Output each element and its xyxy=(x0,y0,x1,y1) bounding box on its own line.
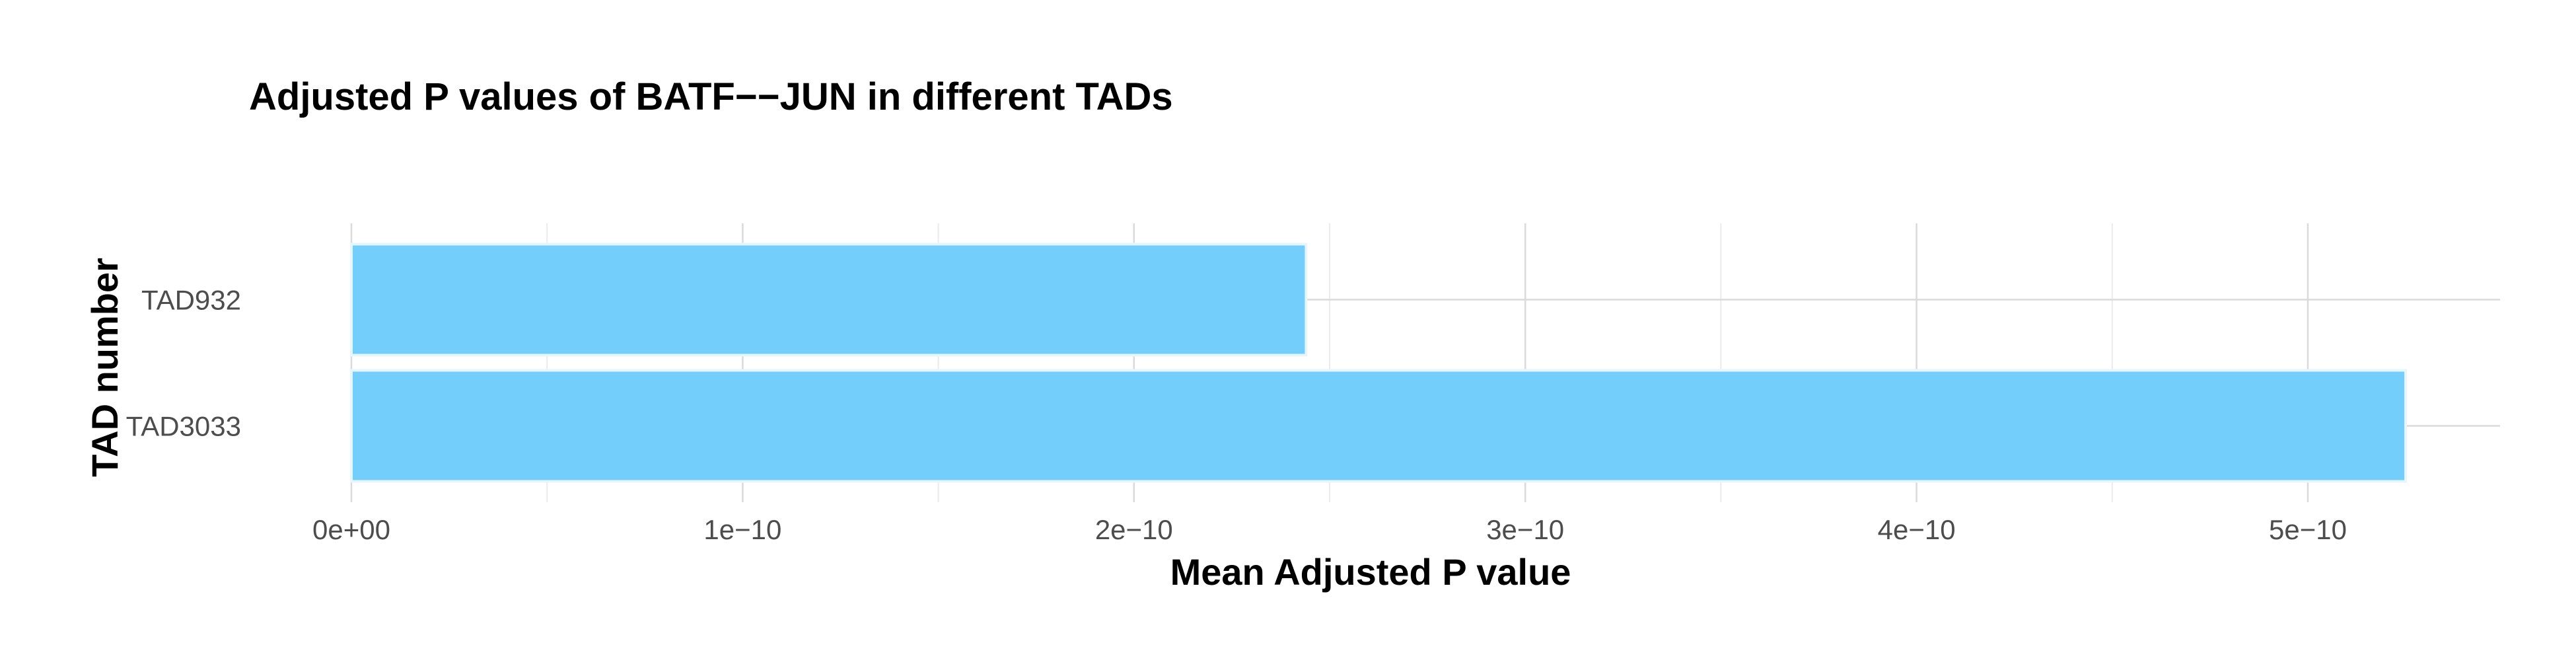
y-axis-title: TAD number xyxy=(84,258,125,477)
x-tick-label: 5e−10 xyxy=(2269,514,2347,545)
x-tick-label: 4e−10 xyxy=(1878,514,1956,545)
bar-layer xyxy=(350,243,2408,483)
bar-tad932 xyxy=(350,243,1308,357)
y-tick-layer: TAD932 TAD3033 xyxy=(126,285,241,442)
x-tick-layer: 0e+00 1e−10 2e−10 3e−10 4e−10 5e−10 xyxy=(312,514,2347,545)
x-tick-label: 3e−10 xyxy=(1486,514,1564,545)
y-tick-label: TAD932 xyxy=(141,285,241,316)
x-tick-label: 2e−10 xyxy=(1095,514,1173,545)
bar-tad3033 xyxy=(350,369,2408,483)
x-tick-label: 0e+00 xyxy=(312,514,390,545)
y-tick-label: TAD3033 xyxy=(126,411,241,442)
x-axis-title: Mean Adjusted P value xyxy=(1170,551,1571,593)
x-tick-label: 1e−10 xyxy=(703,514,781,545)
chart-title: Adjusted P values of BATF−−JUN in differ… xyxy=(249,75,1173,118)
